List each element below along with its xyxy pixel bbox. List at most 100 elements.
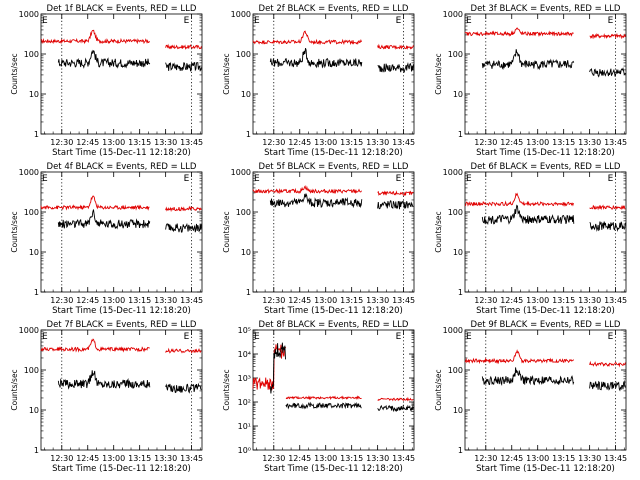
lld-series-line <box>165 347 202 354</box>
detector-panel-7: Det 7f BLACK = Events, RED = LLD 1 10 100 10… <box>10 320 203 474</box>
plot-frame <box>40 13 203 135</box>
x-tick-label: 13:45 <box>392 454 415 463</box>
y-axis-label: Counts/sec <box>434 369 443 410</box>
x-tick-label: 13:30 <box>578 454 601 463</box>
lld-series-line <box>464 27 574 38</box>
lld-series-line <box>377 190 414 196</box>
x-tick-label: 12:45 <box>76 296 99 305</box>
x-tick-label: 13:30 <box>366 138 389 147</box>
x-tick-label: 13:45 <box>180 296 203 305</box>
y-tick-label: 1 <box>246 130 251 139</box>
detector-panel-1: Det 1f BLACK = Events, RED = LLD 1 10 100 10… <box>10 4 203 158</box>
x-tick-label: 12:45 <box>76 454 99 463</box>
events-series-line <box>589 379 626 392</box>
plot-frame <box>464 171 627 293</box>
y-tick-label: 1000 <box>443 326 463 335</box>
x-tick-label: 12:45 <box>500 454 523 463</box>
x-axis-label: Start Time (15-Dec-11 12:18:20) <box>264 464 403 474</box>
event-marker-label: E <box>184 332 190 342</box>
y-tick-label: 10 <box>29 90 39 99</box>
x-tick-label: 13:00 <box>526 454 549 463</box>
events-series-line <box>285 401 362 410</box>
events-series-line <box>481 367 575 387</box>
x-tick-label: 13:00 <box>314 454 337 463</box>
plot-frame <box>40 329 203 451</box>
y-tick-label: 10 <box>241 90 251 99</box>
x-tick-label: 12:30 <box>50 296 73 305</box>
event-marker-label: E <box>184 16 190 26</box>
y-tick-label: 1000 <box>19 168 39 177</box>
x-tick-label: 12:30 <box>474 454 497 463</box>
event-marker-label: E <box>254 16 260 26</box>
y-axis-label: Counts/sec <box>434 53 443 94</box>
y-tick-label: 100 <box>448 208 463 217</box>
panel-title: Det 1f BLACK = Events, RED = LLD <box>47 4 197 14</box>
y-tick-label: 100 <box>448 50 463 59</box>
plot-frame <box>464 329 627 451</box>
x-tick-label: 12:45 <box>76 138 99 147</box>
detector-panel-8: Det 8f BLACK = Events, RED = LLD 10⁰ 10¹ 10… <box>222 320 415 474</box>
events-series-line <box>269 192 363 209</box>
y-axis-label: Counts/sec <box>222 211 231 252</box>
y-tick-label: 1 <box>34 446 39 455</box>
x-tick-label: 13:30 <box>578 138 601 147</box>
y-tick-label: 1000 <box>19 326 39 335</box>
y-tick-label: 10⁵ <box>238 326 251 335</box>
x-tick-label: 13:45 <box>392 296 415 305</box>
y-tick-label: 10² <box>238 398 251 407</box>
x-axis-label: Start Time (15-Dec-11 12:18:20) <box>52 306 191 316</box>
x-axis-label: Start Time (15-Dec-11 12:18:20) <box>476 306 615 316</box>
x-tick-label: 13:00 <box>526 138 549 147</box>
events-series-line <box>481 204 575 226</box>
panel-title: Det 3f BLACK = Events, RED = LLD <box>471 4 621 14</box>
lld-series-line <box>40 195 150 211</box>
y-axis-label: Counts/sec <box>10 211 19 252</box>
x-tick-label: 13:00 <box>102 296 125 305</box>
events-series-line <box>57 370 151 390</box>
x-tick-label: 13:15 <box>552 454 575 463</box>
plot-frame <box>252 329 415 451</box>
x-tick-label: 12:30 <box>262 454 285 463</box>
x-tick-label: 12:45 <box>288 138 311 147</box>
y-tick-label: 10 <box>29 406 39 415</box>
event-marker-label: E <box>42 174 48 184</box>
event-marker-label: E <box>466 16 472 26</box>
event-marker-label: E <box>184 174 190 184</box>
x-tick-label: 13:15 <box>340 138 363 147</box>
y-tick-label: 10 <box>453 406 463 415</box>
x-tick-label: 13:45 <box>180 138 203 147</box>
x-tick-label: 12:30 <box>262 138 285 147</box>
y-tick-label: 10³ <box>238 374 251 383</box>
events-series-line <box>589 221 626 232</box>
x-tick-label: 13:30 <box>154 454 177 463</box>
events-series-line <box>165 61 202 72</box>
y-tick-label: 10 <box>29 248 39 257</box>
y-tick-label: 100 <box>236 50 251 59</box>
x-axis-label: Start Time (15-Dec-11 12:18:20) <box>264 148 403 158</box>
event-marker-label: E <box>396 174 402 184</box>
event-marker-label: E <box>254 332 260 342</box>
plot-frame <box>252 13 415 135</box>
lld-series-line <box>285 395 362 401</box>
y-tick-label: 1000 <box>443 168 463 177</box>
x-tick-label: 13:15 <box>340 454 363 463</box>
y-tick-label: 100 <box>24 208 39 217</box>
lld-series-line <box>464 349 574 365</box>
y-tick-label: 1 <box>34 288 39 297</box>
events-series-line <box>377 404 414 413</box>
lld-series-line <box>252 185 362 195</box>
detector-panel-6: Det 6f BLACK = Events, RED = LLD 1 10 100 10… <box>434 162 627 316</box>
event-marker-label: E <box>396 332 402 342</box>
x-tick-label: 12:30 <box>474 138 497 147</box>
lld-series-line <box>252 344 287 391</box>
x-tick-label: 13:15 <box>128 454 151 463</box>
x-tick-label: 13:15 <box>552 296 575 305</box>
events-series-line <box>165 222 202 233</box>
y-tick-label: 1 <box>458 446 463 455</box>
detector-panel-3: Det 3f BLACK = Events, RED = LLD 1 10 100 10… <box>434 4 627 158</box>
x-tick-label: 13:45 <box>180 454 203 463</box>
y-axis-label: Counts/sec <box>222 53 231 94</box>
lld-series-line <box>165 43 202 50</box>
plot-frame <box>252 171 415 293</box>
